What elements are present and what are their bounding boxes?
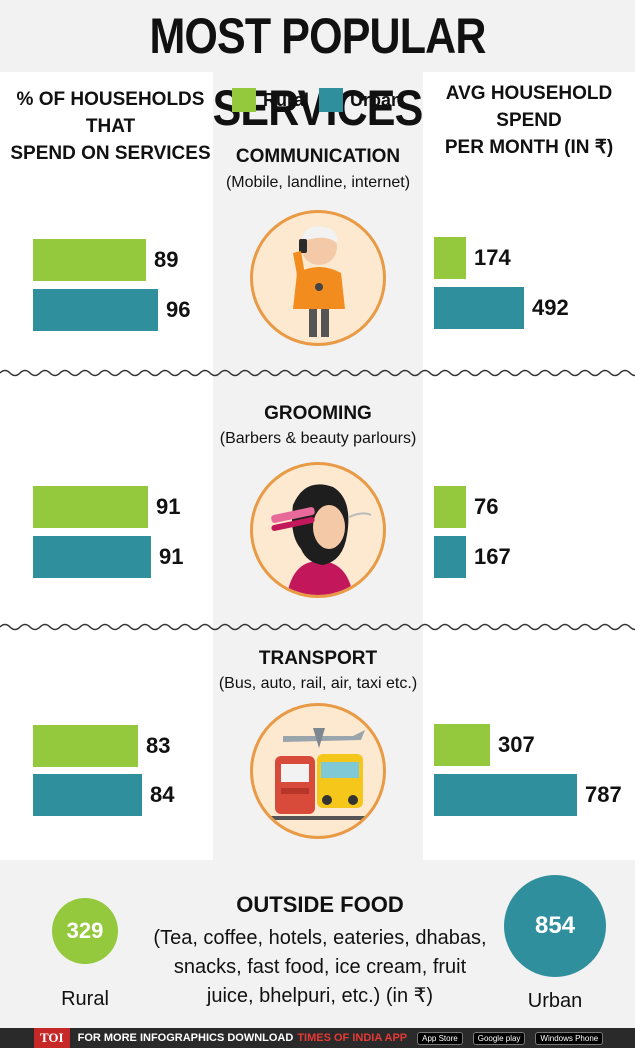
outside-food-subtitle-line: juice, bhelpuri, etc.) (in ₹) — [206, 985, 434, 1007]
left-header-line: SPEND ON SERVICES — [10, 143, 211, 164]
legend-swatch-urban — [319, 88, 343, 112]
bar-spend-urban — [434, 536, 466, 578]
value-spend-urban: 787 — [585, 782, 622, 807]
food-rural-label: Rural — [61, 988, 109, 1010]
google-play-badge[interactable]: Google play — [472, 1031, 526, 1045]
app-store-badge[interactable]: App Store — [417, 1031, 463, 1045]
service-title: COMMUNICATION — [235, 146, 401, 167]
legend-swatch-rural — [232, 88, 256, 112]
bar-pct-rural — [33, 239, 146, 281]
page-title: MOST POPULAR SERVICES — [149, 8, 486, 136]
service-subtitle: (Barbers & beauty parlours) — [219, 430, 417, 447]
food-urban-circle: 854 — [504, 875, 606, 977]
value-pct-rural: 91 — [156, 494, 181, 519]
food-urban-value: 854 — [534, 912, 576, 939]
bar-pct-rural — [33, 486, 148, 528]
bar-spend-urban — [434, 287, 524, 329]
section-divider — [0, 623, 635, 631]
value-pct-urban: 84 — [150, 782, 175, 807]
bar-spend-rural — [434, 724, 490, 766]
value-spend-rural: 307 — [498, 732, 535, 757]
right-header-line: AVG HOUSEHOLD SPEND — [445, 83, 613, 131]
outside-food-subtitle: (Tea, coffee, hotels, eateries, dhabas, … — [150, 924, 490, 1011]
food-rural-value: 329 — [66, 918, 104, 943]
food-urban-label: Urban — [527, 990, 583, 1012]
bar-spend-urban — [434, 774, 577, 816]
left-header: % OF HOUSEHOLDS THAT SPEND ON SERVICES — [8, 86, 213, 167]
legend: Rural Urban — [232, 86, 412, 114]
service-subtitle: (Bus, auto, rail, air, taxi etc.) — [218, 675, 418, 692]
value-pct-rural: 89 — [154, 247, 179, 272]
value-spend-urban: 492 — [532, 295, 569, 320]
bar-pct-rural — [33, 725, 138, 767]
section-divider — [0, 369, 635, 377]
right-header: AVG HOUSEHOLD SPEND PER MONTH (IN ₹) — [423, 80, 635, 161]
value-pct-rural: 83 — [146, 733, 171, 758]
outside-food-title: OUTSIDE FOOD — [236, 892, 404, 917]
windows-phone-badge[interactable]: Windows Phone — [535, 1031, 604, 1045]
footer: TOI FOR MORE INFOGRAPHICS DOWNLOAD TIMES… — [0, 1028, 635, 1048]
food-rural-circle: 329 — [52, 898, 118, 964]
right-header-line: PER MONTH (IN ₹) — [444, 137, 614, 158]
service-title: TRANSPORT — [258, 648, 378, 669]
left-header-line: % OF HOUSEHOLDS THAT — [16, 89, 205, 137]
hair-straightener-woman-icon — [250, 462, 386, 598]
value-spend-rural: 76 — [474, 494, 499, 519]
service-title: GROOMING — [264, 403, 372, 424]
value-pct-urban: 91 — [159, 544, 184, 569]
footer-text: FOR MORE INFOGRAPHICS DOWNLOAD — [77, 1032, 294, 1044]
legend-label-urban: Urban — [349, 89, 402, 110]
legend-label-rural: Rural — [262, 89, 309, 110]
outside-food-subtitle-line: (Tea, coffee, hotels, eateries, dhabas, — [153, 927, 487, 949]
service-subtitle: (Mobile, landline, internet) — [225, 174, 411, 191]
bar-pct-urban — [33, 289, 158, 331]
phone-man-icon — [250, 210, 386, 346]
footer-app-link[interactable]: TIMES OF INDIA APP — [297, 1032, 408, 1044]
value-spend-urban: 167 — [474, 544, 511, 569]
value-pct-urban: 96 — [166, 297, 191, 322]
value-spend-rural: 174 — [474, 245, 511, 270]
bar-pct-urban — [33, 774, 142, 816]
bar-spend-rural — [434, 237, 466, 279]
bar-spend-rural — [434, 486, 466, 528]
bar-pct-urban — [33, 536, 151, 578]
toi-logo[interactable]: TOI — [34, 1028, 70, 1048]
train-bus-plane-icon — [250, 703, 386, 839]
outside-food-subtitle-line: snacks, fast food, ice cream, fruit — [173, 956, 467, 978]
